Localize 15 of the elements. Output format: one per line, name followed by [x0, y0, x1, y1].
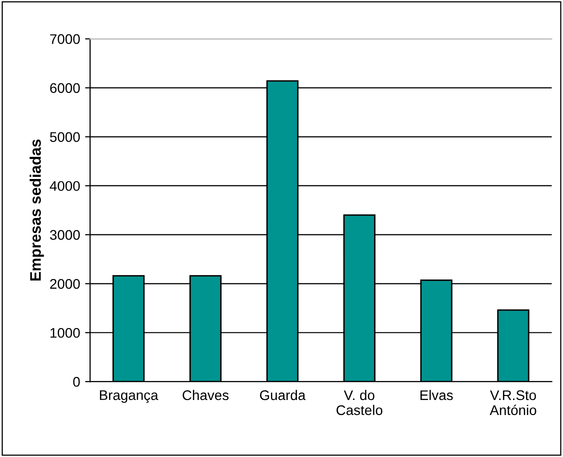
- y-axis-title: Empresas sediadas: [30, 140, 44, 281]
- x-tick-label: Guarda: [260, 390, 306, 400]
- x-tick-label: Bragança: [100, 390, 158, 403]
- y-tick-label: 2000: [50, 279, 80, 289]
- y-tick-label: 6000: [50, 83, 80, 93]
- y-tick-label: 7000: [50, 34, 80, 44]
- y-tick-label: 4000: [50, 181, 80, 191]
- y-tick-label: 5000: [50, 132, 80, 142]
- x-tick-label: Elvas: [420, 390, 453, 400]
- y-tick-label: 0: [73, 376, 80, 387]
- y-tick-label: 1000: [50, 328, 80, 338]
- x-tick-label: V. do Castelo: [336, 390, 382, 416]
- x-tick-label: V.R.Sto António: [490, 390, 536, 416]
- x-tick-label: Chaves: [182, 390, 229, 400]
- y-tick-label: 3000: [50, 230, 80, 240]
